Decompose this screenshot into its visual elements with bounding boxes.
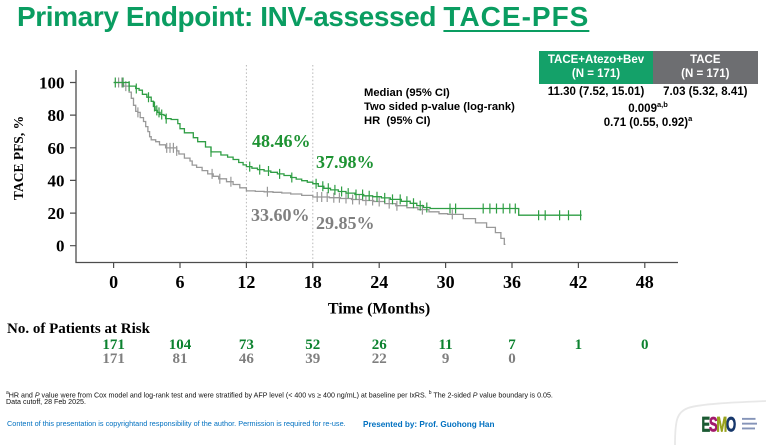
svg-text:48: 48 (636, 272, 654, 292)
svg-text:6: 6 (176, 272, 185, 292)
svg-text:Time (Months): Time (Months) (328, 301, 430, 318)
svg-text:TACE PFS, %: TACE PFS, % (11, 116, 26, 200)
svg-text:60: 60 (48, 139, 65, 158)
svg-text:24: 24 (370, 272, 388, 292)
svg-text:100: 100 (39, 74, 65, 93)
svg-text:0: 0 (109, 272, 118, 292)
svg-text:30: 30 (437, 272, 455, 292)
svg-text:0: 0 (56, 237, 65, 256)
svg-text:40: 40 (48, 171, 65, 190)
svg-text:36: 36 (503, 272, 521, 292)
svg-text:42: 42 (569, 272, 587, 292)
svg-text:80: 80 (48, 106, 65, 125)
svg-text:ESMO: ESMO (702, 412, 737, 436)
svg-text:12: 12 (237, 272, 255, 292)
svg-text:20: 20 (48, 204, 65, 223)
svg-text:18: 18 (304, 272, 322, 292)
